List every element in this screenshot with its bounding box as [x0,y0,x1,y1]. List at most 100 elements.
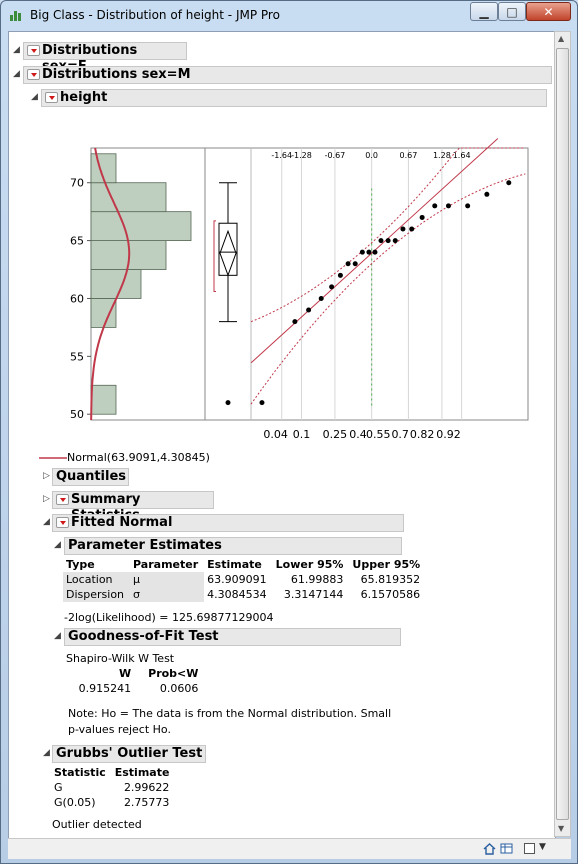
table-row: 0.915241 0.0606 [75,681,204,696]
collapse-icon[interactable]: ◢ [43,748,50,758]
quantile-point [366,249,372,255]
outline-fitted-normal[interactable]: Fitted Normal [52,514,404,532]
outline-dist-f[interactable]: Distributions sex=F [23,42,187,74]
quantile-point [292,319,298,325]
quantile-point [432,203,438,209]
dropdown-arrow-icon[interactable]: ▼ [539,842,546,852]
close-button[interactable]: ✕ [526,2,571,21]
outline-dist-m[interactable]: Distributions sex=M [23,66,552,84]
red-triangle-menu-icon[interactable] [56,517,69,528]
close-icon: ✕ [543,4,554,19]
col-header: Prob<W [145,666,205,681]
y-tick-label: 60 [70,292,84,305]
table-cell: G [54,781,63,794]
maximize-icon: □ [506,4,518,19]
bottom-probability-label: 0.1 [293,428,311,441]
outline-goodness-of-fit[interactable]: Goodness-of-Fit Test [64,628,401,646]
table-cell: 61.99883 [290,573,344,586]
collapse-icon[interactable]: ◢ [13,45,20,55]
quantile-point [400,226,406,232]
top-quantile-label: -1.28 [291,151,312,160]
red-triangle-menu-icon[interactable] [27,69,40,80]
top-quantile-label: 1.64 [453,151,471,160]
table-row: Location μ 63.909091 61.99883 65.819352 [63,572,426,587]
quantile-point [337,272,343,278]
quantile-point [409,226,415,232]
bottom-probability-label: 0.55 [366,428,391,441]
histogram-bar [90,298,117,328]
y-tick-label: 55 [70,350,84,363]
legend-swatch [39,457,67,459]
table-cell: 65.819352 [360,573,421,586]
normal-fit-legend: Normal(63.9091,4.30845) [67,451,210,464]
red-triangle-menu-icon[interactable] [45,92,58,103]
outline-parameter-estimates[interactable]: Parameter Estimates [64,537,402,555]
expand-icon[interactable]: ▷ [43,494,50,504]
parameter-estimates-table: Type Parameter Estimate Lower 95% Upper … [63,557,427,602]
outline-quantiles-label: Quantiles [56,469,127,484]
outline-dist-m-label: Distributions sex=M [42,67,191,82]
quantile-point [345,261,351,267]
report-content: ◢ Distributions sex=F ◢ Distributions se… [8,31,556,839]
status-bar: ▼ [8,838,571,859]
table-cell: Location [63,572,131,587]
quantile-point [419,214,425,220]
scrollbar-thumb[interactable] [556,48,569,820]
histogram-bar [90,269,142,299]
jmp-app-icon [10,11,21,21]
data-table-icon[interactable] [500,842,513,855]
maximize-button[interactable]: □ [498,2,526,21]
col-header: W [75,666,146,681]
table-row: G(0.05) 2.75773 [51,795,175,810]
outline-height[interactable]: height [41,89,547,107]
col-header: Statistic [51,765,112,780]
outline-summary[interactable]: Summary Statistics [52,491,214,523]
collapse-icon[interactable]: ◢ [54,540,61,550]
scroll-down-icon[interactable]: ▼ [558,824,565,833]
loglikelihood-text: -2log(Likelihood) = 125.69877129004 [64,611,274,624]
home-icon[interactable] [483,842,496,855]
outline-grubbs-label: Grubbs' Outlier Test [56,746,203,761]
collapse-icon[interactable]: ◢ [31,92,38,102]
histogram-bar [90,182,167,213]
table-header-row: W Prob<W [75,666,205,681]
quantile-point [372,249,378,255]
collapse-icon[interactable]: ◢ [13,69,20,79]
table-cell: Dispersion [63,587,131,602]
gof-table: W Prob<W 0.915241 0.0606 [75,666,205,696]
table-cell: 4.3084534 [207,588,267,601]
quantile-point [259,400,265,406]
distribution-plot: 70 65 60 55 50 -1.64 -1.28 -0.67 0.0 0.67 1.28 1.64… [70,138,529,441]
top-quantile-label: -0.67 [325,151,346,160]
expand-icon[interactable]: ▷ [43,471,50,481]
vertical-scrollbar[interactable]: ▲ ▼ [554,31,571,837]
collapse-icon[interactable]: ◢ [54,631,61,641]
collapse-icon[interactable]: ◢ [43,517,50,527]
quantile-point [506,180,512,186]
bottom-probability-label: 0.7 [391,428,409,441]
red-triangle-menu-icon[interactable] [27,45,40,56]
outline-fitted-normal-label: Fitted Normal [71,515,173,530]
bottom-probability-label: 0.04 [263,428,288,441]
table-cell: 0.915241 [78,682,132,695]
window-title: Big Class - Distribution of height - JMP… [30,8,280,22]
minimize-button[interactable]: ▁ [470,2,498,21]
outline-grubbs[interactable]: Grubbs' Outlier Test [52,745,206,763]
bottom-probability-label: 0.92 [436,428,461,441]
bottom-probability-label: 0.82 [410,428,435,441]
red-triangle-menu-icon[interactable] [56,494,69,505]
outline-goodness-of-fit-label: Goodness-of-Fit Test [68,629,219,644]
quantile-point [392,238,398,244]
window-list-icon[interactable] [523,842,536,855]
quantile-point [306,307,312,313]
shortest-half-bracket [213,220,216,293]
col-header: Estimate [111,765,176,780]
table-row: Dispersion σ 4.3084534 3.3147144 6.15705… [63,587,426,602]
table-cell: 3.3147144 [283,588,344,601]
scroll-up-icon[interactable]: ▲ [558,34,565,43]
quantile-point [318,295,324,301]
table-cell: 63.909091 [207,573,267,586]
outline-quantiles[interactable]: Quantiles [52,468,129,486]
quantile-point [385,238,391,244]
